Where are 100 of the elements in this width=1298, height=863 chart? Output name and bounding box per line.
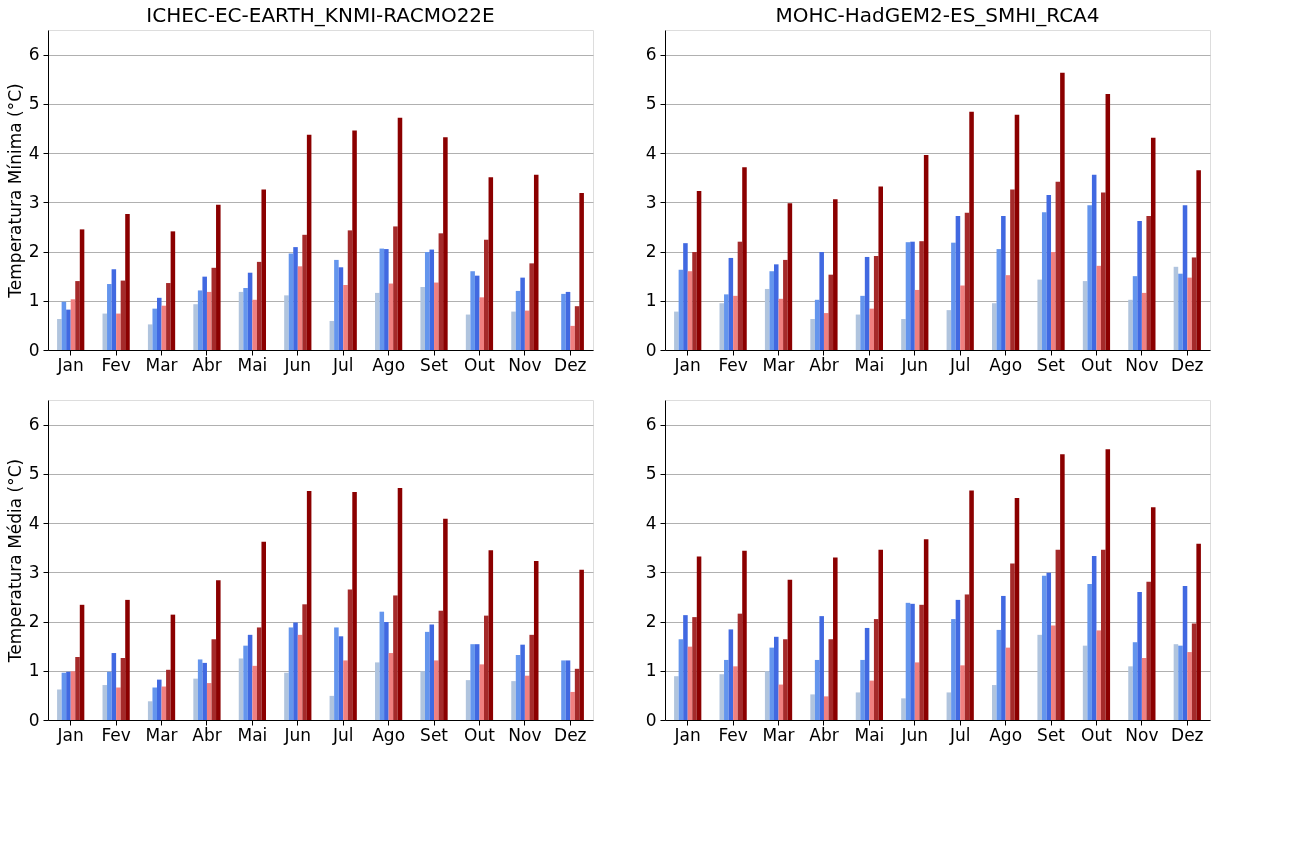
bar [1137, 221, 1142, 350]
bar [878, 549, 883, 720]
bar [1060, 72, 1065, 350]
bar [742, 550, 747, 720]
bar [570, 325, 575, 350]
bar [869, 680, 874, 720]
y-tick-label: 1 [645, 290, 657, 311]
bar [384, 622, 389, 720]
x-tick-label: Set [420, 724, 449, 745]
bar [810, 694, 815, 720]
y-tick-label: 4 [645, 142, 657, 163]
y-tick-label: 1 [28, 660, 40, 681]
x-tick-label: Jul [948, 724, 971, 745]
bar [75, 656, 80, 720]
bar [692, 617, 697, 720]
bar [992, 303, 997, 350]
bar [261, 541, 266, 720]
bar [833, 557, 838, 720]
x-tick-label: Out [1081, 724, 1113, 745]
bar [951, 242, 956, 350]
x-tick-label: Mai [237, 724, 268, 745]
bar [479, 297, 484, 350]
bar [147, 324, 153, 350]
x-tick-label: Fev [718, 724, 748, 745]
x-tick-label: Jan [673, 724, 701, 745]
bar [107, 284, 112, 350]
bar [375, 292, 380, 350]
y-tick-label: 6 [28, 414, 40, 435]
bar [823, 696, 829, 720]
bar [157, 679, 162, 720]
chart-title: ICHEC-EC-EARTH_KNMI-RACMO22E [146, 3, 495, 27]
y-tick-label: 2 [645, 611, 657, 632]
bar [946, 692, 952, 720]
bar [157, 297, 162, 350]
y-tick-label: 6 [645, 44, 657, 65]
bar [692, 252, 697, 350]
x-tick-label: Ago [372, 724, 406, 745]
bar [434, 282, 439, 350]
y-tick-label: 0 [28, 339, 40, 360]
bar [334, 259, 339, 350]
bar [1101, 549, 1106, 720]
bar [243, 645, 248, 720]
bar [1001, 595, 1006, 720]
bar [561, 660, 566, 720]
x-tick-label: Mar [145, 354, 178, 375]
bar [384, 249, 389, 350]
bar [1150, 507, 1156, 720]
bar [533, 174, 539, 350]
bar [343, 660, 348, 720]
bar [769, 647, 774, 720]
bar [724, 659, 729, 720]
bar [529, 263, 534, 350]
x-tick-label: Set [1037, 724, 1066, 745]
bar [833, 199, 838, 350]
bar [1101, 192, 1106, 350]
bar [202, 276, 207, 350]
y-tick-label: 0 [28, 709, 40, 730]
bar [774, 636, 779, 720]
bar [107, 671, 112, 720]
bar [783, 259, 788, 350]
bar [443, 137, 448, 350]
y-axis-title: Temperatura Média (°C) [4, 458, 25, 664]
bar [1051, 252, 1056, 350]
bar [674, 676, 679, 720]
bar [166, 669, 171, 720]
bar [252, 665, 257, 720]
x-tick-label: Mai [854, 724, 885, 745]
x-tick-label: Ago [989, 724, 1023, 745]
x-tick-label: Out [464, 354, 496, 375]
bar [951, 619, 956, 720]
bar [202, 662, 207, 720]
bar [66, 671, 71, 720]
bar [1128, 666, 1133, 720]
bar [193, 304, 198, 350]
y-tick-label: 1 [645, 660, 657, 681]
bar [1187, 652, 1192, 720]
bar [1196, 170, 1201, 350]
bar [910, 603, 915, 720]
x-tick-label: Jun [283, 724, 312, 745]
bar [479, 664, 484, 720]
y-tick-label: 0 [645, 709, 657, 730]
bar [878, 186, 883, 350]
y-tick-label: 5 [645, 463, 657, 484]
bar [783, 639, 788, 720]
x-tick-label: Ago [989, 354, 1023, 375]
bar [343, 285, 348, 350]
y-tick-label: 3 [28, 561, 40, 582]
x-tick-label: Jan [56, 354, 84, 375]
bar [66, 309, 71, 350]
bar [252, 299, 257, 350]
bar [533, 560, 539, 720]
x-tick-label: Mar [762, 354, 795, 375]
x-tick-label: Out [1081, 354, 1113, 375]
x-tick-label: Jun [900, 354, 929, 375]
bar [334, 627, 339, 720]
bar [166, 283, 171, 350]
bar [1060, 454, 1065, 720]
bar [193, 678, 198, 720]
x-tick-label: Jan [673, 354, 701, 375]
x-tick-label: Set [1037, 354, 1066, 375]
